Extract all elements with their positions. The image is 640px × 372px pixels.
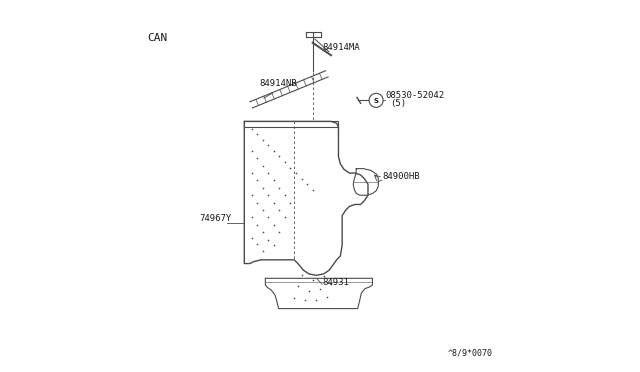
Text: 84900HB: 84900HB: [382, 171, 420, 181]
Text: (5): (5): [390, 99, 406, 108]
Text: 84931: 84931: [322, 278, 349, 287]
Text: CAN: CAN: [147, 33, 168, 43]
Text: S: S: [374, 98, 379, 104]
Text: ^8/9*0070: ^8/9*0070: [448, 348, 493, 357]
Text: 84914MA: 84914MA: [322, 44, 360, 52]
Text: 74967Y: 74967Y: [199, 214, 231, 224]
Text: 84914NB: 84914NB: [259, 79, 297, 88]
Text: 08530-52042: 08530-52042: [385, 91, 444, 100]
